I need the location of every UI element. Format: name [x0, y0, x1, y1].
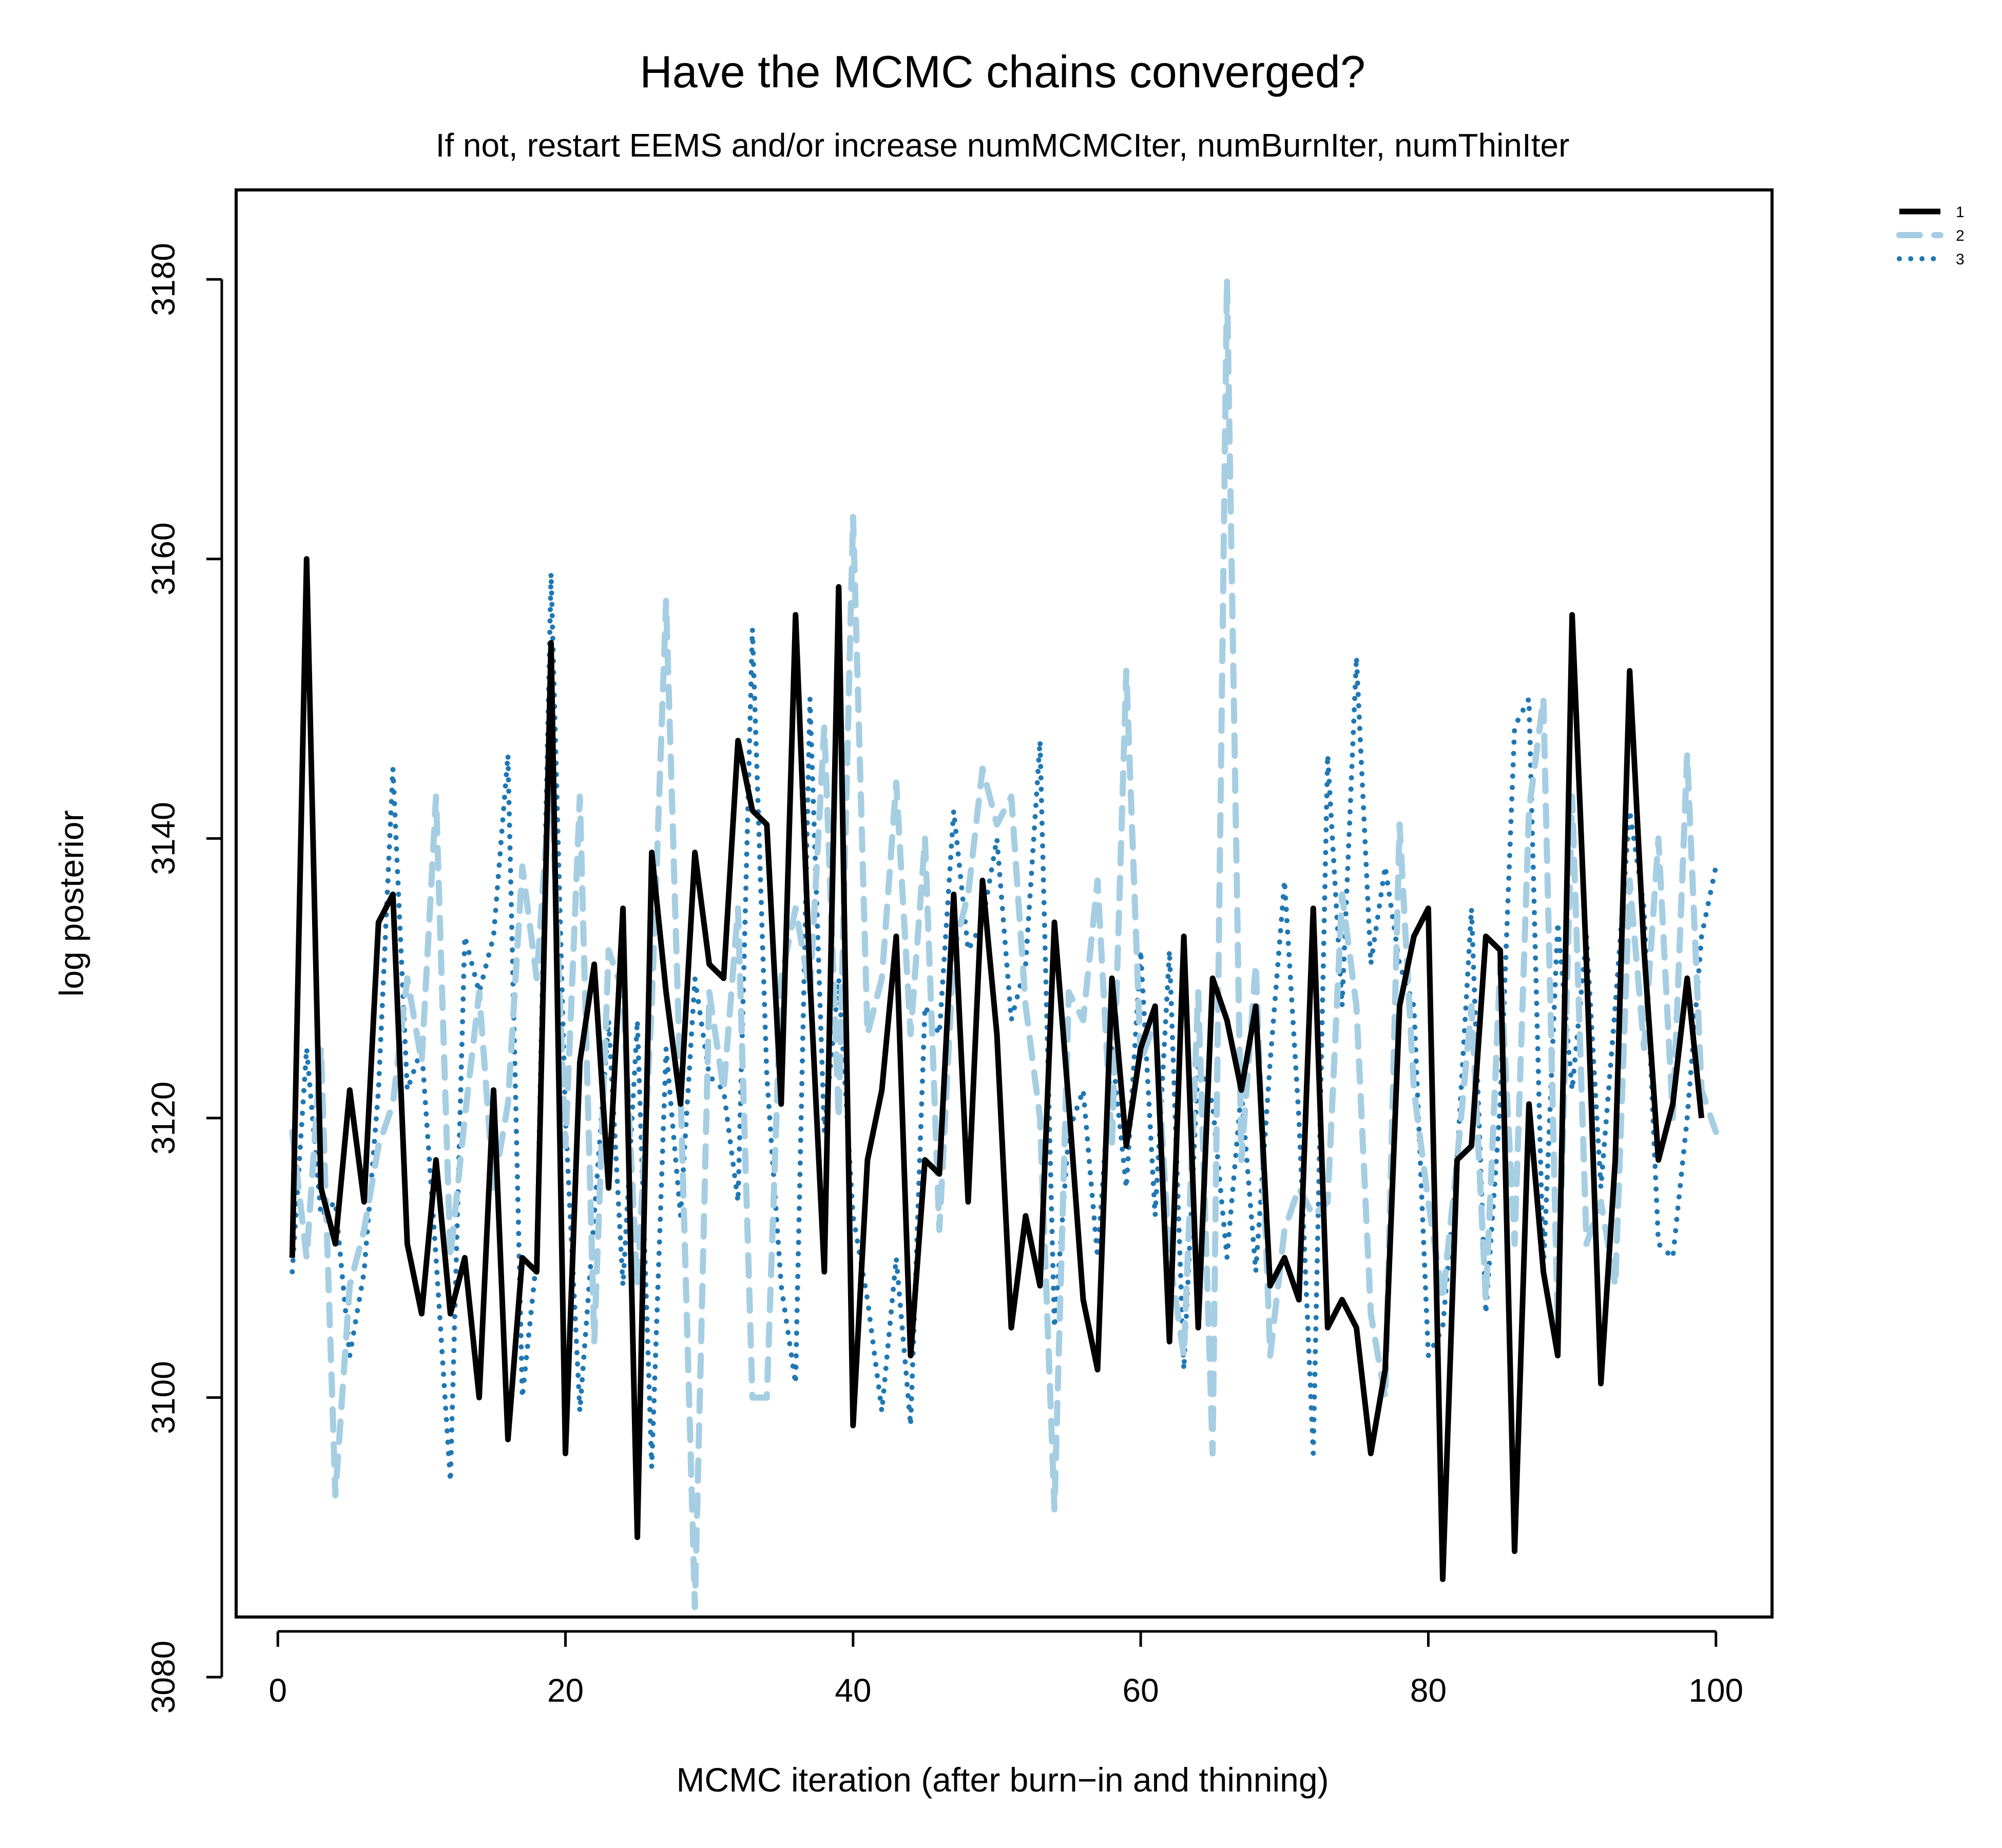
y-tick-label-3180: 3180 [145, 243, 182, 316]
legend-label-1: 1 [1956, 204, 1965, 221]
legend: 1 2 3 [1896, 204, 1965, 268]
x-tick-label-80: 80 [1410, 1672, 1447, 1709]
chart-subtitle: If not, restart EEMS and/or increase num… [436, 127, 1570, 164]
y-tick-label-3100: 3100 [145, 1361, 182, 1434]
series-layer [289, 276, 1719, 1610]
series-line-2 [289, 276, 1719, 1610]
x-tick-label-60: 60 [1123, 1672, 1159, 1709]
series-line-1 [289, 556, 1705, 1582]
series-line-3 [290, 570, 1719, 1484]
x-tick-label-100: 100 [1688, 1672, 1743, 1709]
legend-label-2: 2 [1956, 227, 1965, 244]
y-tick-label-3120: 3120 [145, 1082, 182, 1154]
x-tick-label-0: 0 [268, 1672, 287, 1709]
x-tick-label-40: 40 [835, 1672, 871, 1709]
y-tick-label-3140: 3140 [145, 802, 182, 875]
y-tick-label-3160: 3160 [145, 523, 182, 595]
legend-label-3: 3 [1956, 251, 1965, 268]
y-axis: 3080 3100 3120 3140 3160 3180 [145, 243, 223, 1714]
plot-frame [235, 188, 1774, 1619]
y-axis-label: log posterior [52, 810, 90, 996]
y-tick-label-3080: 3080 [145, 1641, 182, 1714]
x-axis-label: MCMC iteration (after burn−in and thinni… [676, 1761, 1329, 1799]
x-axis: 0 20 40 60 80 100 [268, 1630, 1743, 1709]
x-tick-label-20: 20 [547, 1672, 584, 1709]
chart-title: Have the MCMC chains converged? [640, 46, 1365, 97]
